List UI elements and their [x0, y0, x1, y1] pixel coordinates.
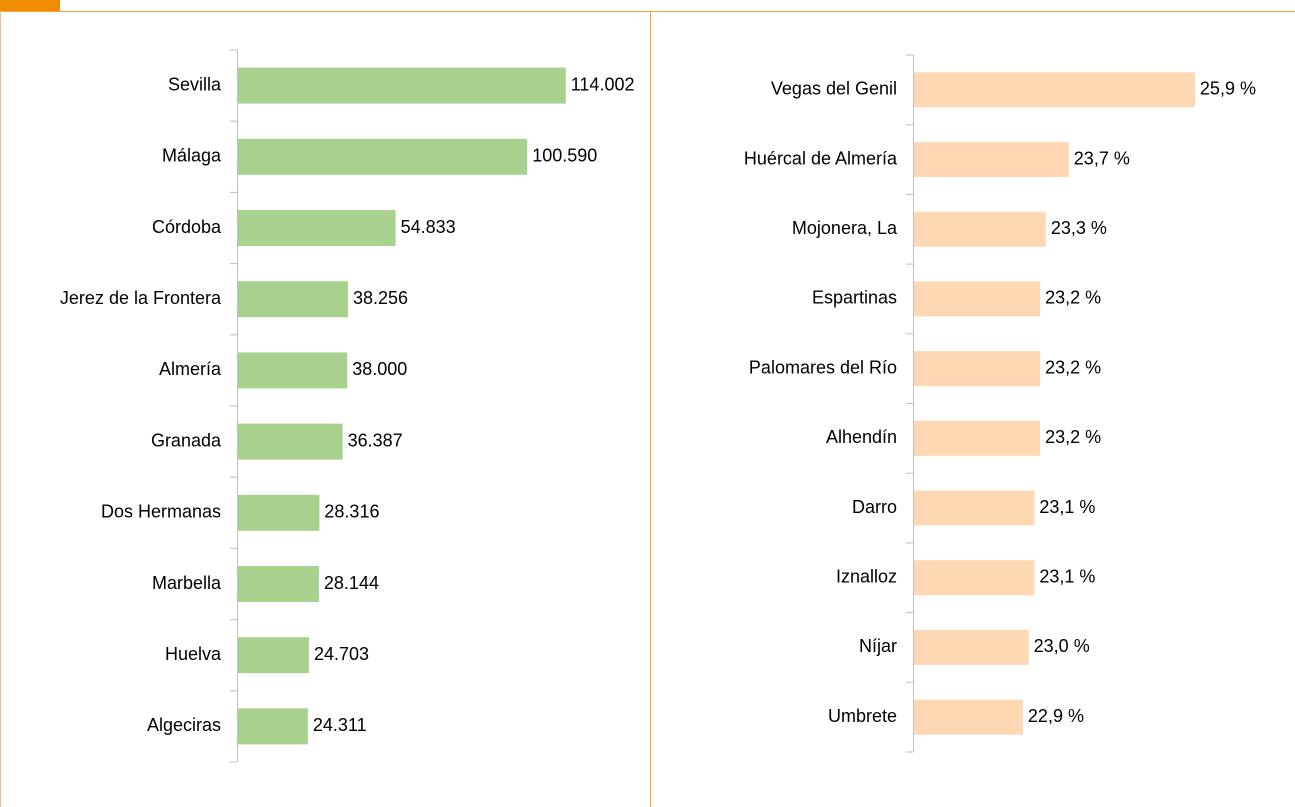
bar: [914, 351, 1041, 387]
value-label: 38.256: [353, 288, 408, 308]
category-label: Almería: [159, 359, 222, 379]
bar: [914, 560, 1035, 596]
value-label: 23,1 %: [1039, 497, 1095, 517]
value-label: 23,2 %: [1045, 427, 1101, 447]
value-label: 22,9 %: [1028, 706, 1084, 726]
category-label: Sevilla: [168, 74, 222, 94]
bar: [238, 281, 348, 318]
bar: [238, 138, 528, 175]
value-label: 24.703: [314, 644, 369, 664]
category-label: Dos Hermanas: [101, 502, 221, 522]
value-label: 25,9 %: [1200, 79, 1256, 99]
category-label: Iznalloz: [836, 567, 897, 587]
value-label: 38.000: [352, 359, 407, 379]
bar: [238, 708, 308, 745]
bar: [238, 423, 343, 460]
value-label: 23,0 %: [1034, 636, 1090, 656]
value-label: 100.590: [532, 146, 597, 166]
category-label: Umbrete: [828, 706, 897, 726]
category-label: Alhendín: [826, 427, 897, 447]
category-label: Marbella: [152, 573, 222, 593]
category-label: Espartinas: [812, 288, 897, 308]
category-label: Jerez de la Frontera: [60, 288, 222, 308]
value-label: 23,2 %: [1045, 357, 1101, 377]
category-label: Málaga: [162, 146, 222, 166]
bar: [238, 352, 348, 389]
category-label: Palomares del Río: [749, 357, 897, 377]
category-label: Algeciras: [147, 715, 221, 735]
value-label: 114.002: [571, 74, 635, 94]
category-label: Granada: [151, 430, 222, 450]
bar: [914, 281, 1041, 317]
value-label: 23,3 %: [1051, 218, 1107, 238]
category-label: Mojonera, La: [792, 218, 898, 238]
header-tab: [0, 0, 60, 12]
bar: [914, 629, 1029, 665]
bar: [914, 142, 1069, 178]
bar: [914, 72, 1195, 108]
value-label: 24.311: [313, 715, 367, 735]
bar: [238, 67, 566, 104]
bar: [238, 494, 320, 531]
bar: [238, 566, 319, 602]
category-label: Níjar: [859, 636, 897, 656]
category-label: Vegas del Genil: [771, 79, 897, 99]
value-label: 28.316: [324, 502, 379, 522]
value-label: 23,2 %: [1045, 288, 1101, 308]
category-label: Córdoba: [152, 217, 222, 237]
bar: [914, 490, 1035, 526]
bar: [914, 420, 1041, 456]
bar: [914, 211, 1046, 247]
value-label: 23,7 %: [1074, 148, 1130, 168]
bar: [914, 699, 1023, 735]
category-label: Huelva: [165, 644, 222, 664]
category-label: Darro: [852, 497, 897, 517]
value-label: 23,1 %: [1039, 567, 1095, 587]
value-label: 36.387: [348, 430, 403, 450]
bar: [238, 210, 396, 246]
bar: [238, 637, 310, 674]
category-label: Huércal de Almería: [744, 148, 898, 168]
value-label: 54.833: [401, 217, 456, 237]
value-label: 28.144: [324, 573, 379, 593]
